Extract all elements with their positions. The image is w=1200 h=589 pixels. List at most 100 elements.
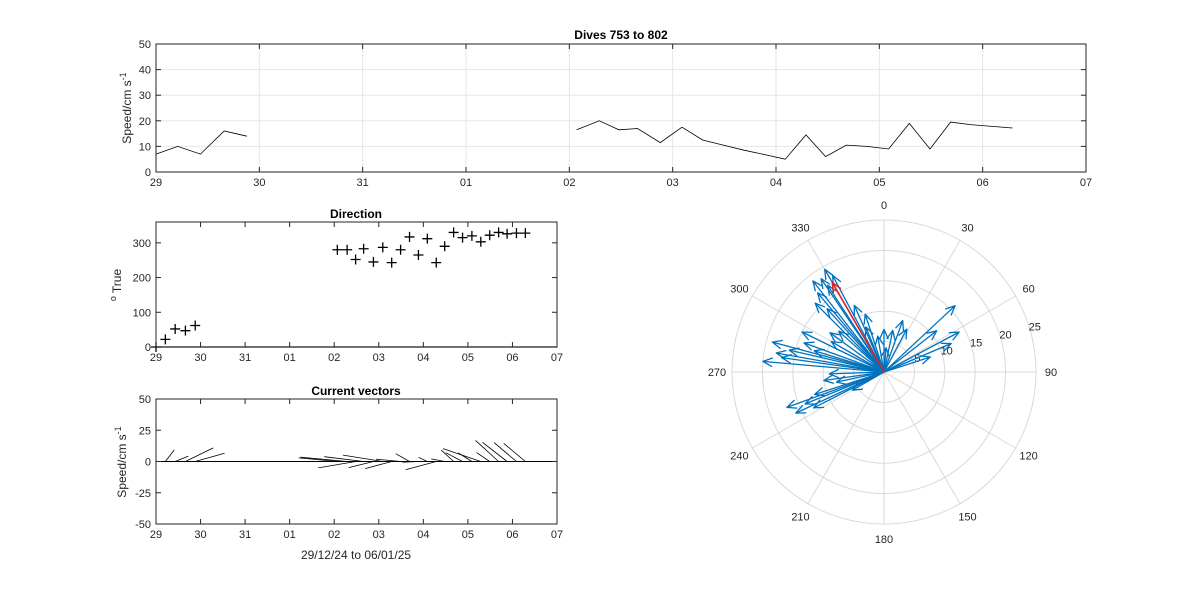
direction-point [342, 244, 353, 255]
x-tick-label: 30 [194, 352, 206, 364]
current-vector [300, 456, 348, 462]
current-vector [175, 455, 189, 462]
polar-current-arrow [883, 329, 896, 373]
polar-spoke [807, 371, 885, 504]
x-tick-label: 04 [770, 177, 782, 189]
y-tick-label: 0 [145, 167, 151, 179]
polar-current-arrow [829, 332, 885, 373]
polar-current-arrow [864, 326, 885, 373]
polar-angle-label: 150 [958, 512, 976, 524]
direction-point [448, 227, 459, 238]
polar-current-arrow [813, 348, 885, 373]
current-vector [324, 456, 364, 462]
current-vector [431, 458, 445, 462]
polar-mean-arrow [831, 281, 885, 373]
x-tick-label: 05 [462, 352, 474, 364]
x-tick-label: 03 [373, 352, 385, 364]
current-vector [405, 461, 437, 471]
x-tick-label: 06 [506, 529, 518, 541]
polar-current-arrow [813, 371, 885, 397]
x-tick-label: 31 [239, 529, 251, 541]
polar-spoke [883, 371, 961, 504]
speed-series-line [576, 120, 1013, 160]
polar-angle-label: 240 [730, 451, 748, 463]
current-vector [365, 461, 392, 469]
direction-point [350, 254, 361, 265]
x-tick-label: 05 [462, 529, 474, 541]
polar-radius-label: 5 [914, 353, 920, 365]
polar-current-arrow [823, 371, 885, 384]
speed-axes-box [155, 43, 1087, 173]
polar-labels: 0 30 60 90 120 150 180 210 240 270 300 330 5 10 15 20 25 [708, 200, 1057, 546]
polar-angle-label: 0 [881, 200, 887, 212]
polar-marks [762, 268, 960, 414]
direction-point [395, 244, 406, 255]
x-tick-label: 01 [284, 529, 296, 541]
x-tick-label: 07 [1080, 177, 1092, 189]
polar-angle-label: 60 [1022, 284, 1034, 296]
y-tick-label: 100 [133, 307, 151, 319]
direction-ylabel-prefix: o [108, 296, 118, 301]
polar-angle-label: 300 [730, 284, 748, 296]
vectors-chart: 29 30 31 01 02 03 04 05 06 07 -50 -25 0 25 50 Current … [113, 384, 563, 562]
y-tick-label: 20 [139, 116, 151, 128]
polar-current-arrow [801, 331, 885, 373]
y-tick-label: 25 [139, 425, 151, 437]
y-tick-label: -25 [135, 488, 151, 500]
vectors-title: Current vectors [311, 384, 401, 398]
x-tick-label: 02 [328, 352, 340, 364]
direction-ylabel-text: True [110, 269, 124, 294]
speed-series-line [155, 130, 247, 155]
x-tick-label: 01 [284, 352, 296, 364]
polar-current-arrow [812, 371, 885, 409]
polar-current-arrow [830, 340, 885, 373]
direction-point [332, 244, 343, 255]
y-tick-label: 0 [145, 457, 151, 469]
x-tick-label: 04 [417, 352, 429, 364]
current-vector [298, 457, 338, 462]
y-tick-label: 0 [145, 342, 151, 354]
polar-angle-label: 270 [708, 367, 726, 379]
x-tick-label: 07 [551, 352, 563, 364]
current-vector [493, 442, 517, 462]
direction-point [160, 334, 171, 345]
x-tick-label: 01 [460, 177, 472, 189]
y-tick-label: -50 [135, 519, 151, 531]
polar-radius-label: 25 [1029, 322, 1041, 334]
polar-current-arrow [883, 330, 938, 373]
polar-radius-label: 20 [999, 330, 1011, 342]
vectors-ylabel: Speed/cm s-1 [113, 426, 129, 497]
polar-current-arrow [812, 280, 885, 373]
x-tick-label: 29 [150, 529, 162, 541]
x-tick-label: 03 [667, 177, 679, 189]
current-vector [195, 452, 225, 462]
polar-radius-label: 15 [970, 337, 982, 349]
current-vector [418, 456, 428, 462]
direction-point [170, 323, 181, 334]
speed-ticks: 29 30 31 01 02 03 04 05 06 07 0 10 20 30 40 50 [139, 39, 1092, 189]
x-tick-label: 30 [194, 529, 206, 541]
direction-point [439, 241, 450, 252]
direction-point [520, 228, 531, 239]
x-tick-label: 04 [417, 529, 429, 541]
current-vector [185, 447, 214, 462]
polar-angle-label: 120 [1019, 451, 1037, 463]
current-vector [376, 458, 401, 462]
polar-angle-label: 30 [961, 222, 973, 234]
direction-point [413, 249, 424, 260]
current-vector [440, 449, 454, 462]
polar-current-arrow [780, 354, 885, 373]
x-tick-label: 31 [239, 352, 251, 364]
polar-current-arrow [863, 313, 885, 373]
direction-point [457, 232, 468, 243]
x-tick-label: 06 [977, 177, 989, 189]
direction-point [484, 230, 495, 241]
current-vector [348, 461, 374, 468]
speed-marks [155, 120, 1013, 160]
polar-current-arrow [883, 331, 960, 373]
polar-current-arrow [788, 347, 885, 373]
direction-point [180, 325, 191, 336]
x-tick-label: 29 [150, 352, 162, 364]
polar-current-arrow [835, 371, 885, 385]
